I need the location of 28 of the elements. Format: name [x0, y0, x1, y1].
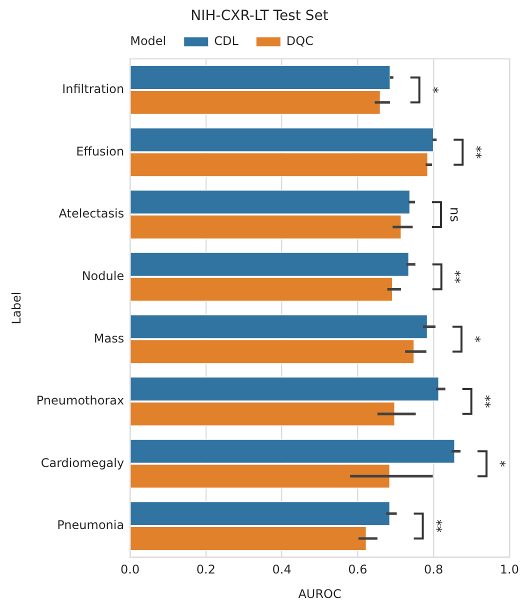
y-tick-label: Atelectasis — [58, 206, 124, 221]
legend-label: DQC — [286, 34, 314, 48]
y-tick-label: Infiltration — [62, 82, 124, 96]
y-tick-label: Nodule — [82, 268, 124, 283]
annotation: ns — [446, 207, 462, 222]
y-tick-label: Cardiomegaly — [40, 456, 124, 470]
annotation: * — [467, 336, 482, 343]
y-axis-title: Label — [9, 292, 24, 324]
annotation: ** — [476, 394, 492, 408]
legend-label: CDL — [214, 34, 239, 48]
y-tick-label: Pneumonia — [57, 518, 124, 532]
x-tick-label: 1.0 — [500, 562, 520, 577]
y-tick-label: Pneumothorax — [36, 394, 124, 408]
chart-title: NIH-CXR-LT Test Set — [190, 8, 329, 24]
legend-title: Model — [130, 34, 166, 48]
annotation: * — [424, 86, 440, 94]
annotation: ** — [447, 270, 462, 284]
x-tick-label: 0.6 — [348, 562, 368, 577]
x-tick-label: 0.8 — [424, 562, 444, 577]
y-tick-label: Effusion — [76, 144, 124, 158]
x-tick-label: 0.2 — [196, 562, 216, 577]
annotation: ** — [428, 520, 444, 534]
annotation: * — [492, 460, 508, 468]
annotation: ** — [468, 146, 484, 160]
x-tick-label: 0.4 — [272, 562, 292, 577]
x-tick-label: 0.0 — [120, 562, 140, 577]
y-tick-label: Mass — [94, 331, 124, 346]
x-axis-title: AUROC — [298, 586, 342, 601]
